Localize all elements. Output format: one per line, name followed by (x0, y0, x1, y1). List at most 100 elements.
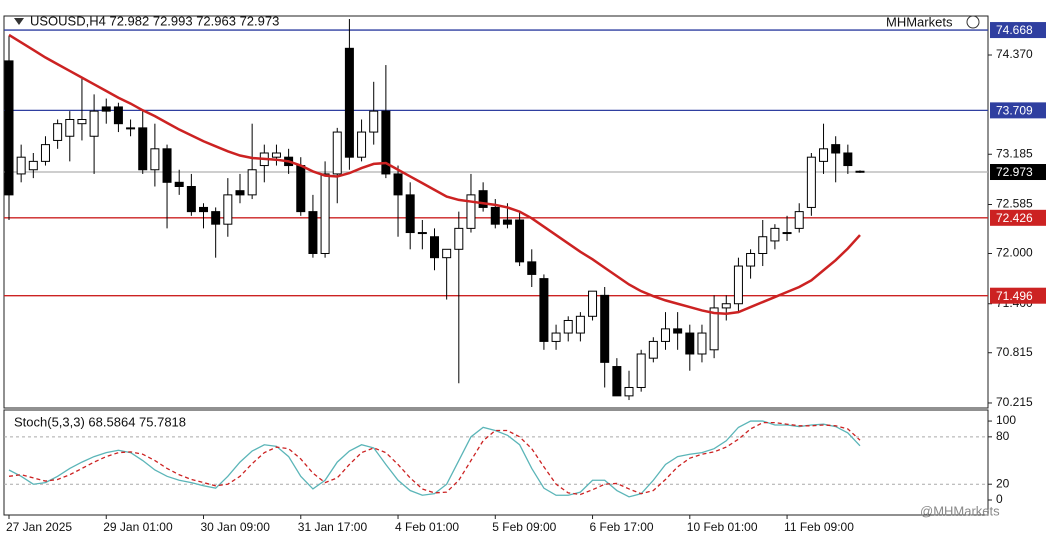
level-label: 73.709 (996, 104, 1033, 118)
y-tick-label: 100 (996, 413, 1016, 427)
candle-body (733, 265, 743, 305)
x-tick-label: 29 Jan 01:00 (103, 520, 173, 534)
candle-body (296, 165, 306, 213)
y-tick-label: 20 (996, 476, 1010, 490)
moving-average (8, 33, 861, 316)
candle-body (660, 328, 670, 342)
candle-body (612, 366, 622, 397)
candle-body (685, 332, 695, 355)
candle-body (308, 211, 318, 254)
candle-body (113, 106, 123, 125)
x-tick-label: 10 Feb 01:00 (687, 520, 758, 534)
candle-body (673, 328, 683, 334)
candle-body (150, 148, 160, 171)
candle-body (77, 118, 87, 125)
chart-title: USOUSD,H4 72.982 72.993 72.963 72.973 (30, 13, 279, 28)
logo: MHMarkets (886, 14, 953, 29)
y-tick-label: 80 (996, 429, 1010, 443)
candle-body (186, 185, 196, 213)
candle-body (758, 236, 768, 254)
x-tick-label: 30 Jan 09:00 (201, 520, 271, 534)
main-panel (3, 15, 989, 409)
y-tick-label: 72.000 (996, 246, 1033, 260)
candle-body (417, 232, 427, 235)
candle-body (648, 340, 658, 359)
level-label: 74.668 (996, 23, 1033, 37)
candle-body (381, 110, 391, 175)
candle-body (843, 152, 853, 167)
candle-body (442, 248, 452, 259)
candle-body (539, 278, 549, 342)
candle-body (40, 144, 50, 162)
candle-body (28, 160, 38, 171)
candle-body (53, 123, 63, 141)
x-tick-label: 27 Jan 2025 (6, 520, 72, 534)
candle-body (393, 173, 403, 196)
candle-body (855, 170, 865, 173)
level-label: 71.496 (996, 289, 1033, 303)
candle-body (551, 332, 561, 342)
candle-body (782, 232, 792, 235)
candle-body (235, 190, 245, 196)
x-tick-label: 11 Feb 09:00 (784, 520, 854, 534)
y-tick-label: 70.215 (996, 395, 1033, 409)
level-label: 72.426 (996, 211, 1033, 225)
candle-body (223, 194, 233, 225)
candle-body (746, 252, 756, 267)
x-tick-label: 6 Feb 17:00 (590, 520, 654, 534)
candle-body (126, 127, 136, 130)
level-label: 72.973 (996, 165, 1033, 179)
y-tick-label: 0 (996, 492, 1003, 506)
y-tick-label: 74.370 (996, 47, 1033, 61)
candle-body (575, 315, 585, 334)
level-label-box (990, 209, 1046, 226)
logo-icon (966, 15, 980, 29)
candle-body (770, 227, 780, 242)
candle-body (357, 131, 367, 158)
candle-body (247, 169, 257, 196)
watermark: @MHMarkets (920, 503, 1000, 518)
candle-body (709, 307, 719, 351)
candle-body (65, 118, 75, 137)
candle-body (16, 156, 26, 175)
candle-body (527, 261, 537, 275)
candle-body (697, 332, 707, 355)
candle-body (588, 290, 598, 317)
candle-body (162, 148, 172, 183)
candle-body (563, 319, 573, 334)
candle-body (89, 110, 99, 137)
candle-body (332, 131, 342, 175)
x-tick-label: 4 Feb 01:00 (395, 520, 459, 534)
candle-body (211, 211, 221, 225)
stoch-line (8, 420, 861, 498)
candle-body (174, 181, 184, 187)
y-tick-label: 70.815 (996, 345, 1033, 359)
candle-body (831, 144, 841, 154)
candle-body (466, 194, 476, 229)
x-tick-label: 31 Jan 17:00 (298, 520, 368, 534)
candle-body (624, 386, 634, 397)
stoch-title: Stoch(5,3,3) 68.5864 75.7818 (14, 414, 186, 429)
candle-body (101, 106, 111, 112)
candle-body (819, 148, 829, 162)
candle-body (199, 206, 209, 213)
stoch-panel (3, 409, 989, 516)
level-label-box (990, 22, 1046, 39)
title-icon (14, 18, 24, 25)
candle-body (454, 227, 464, 250)
y-tick-label: 73.185 (996, 146, 1033, 160)
candle-body (515, 219, 525, 263)
candle-body (430, 236, 439, 259)
candle-body (490, 206, 500, 225)
candle-body (344, 47, 354, 158)
candle-body (478, 190, 488, 208)
candle-body (806, 156, 816, 208)
level-label-box (990, 164, 1046, 181)
candle-body (271, 152, 281, 158)
stoch-line (8, 421, 861, 496)
candle-body (600, 294, 610, 363)
y-tick-label: 72.585 (996, 197, 1033, 211)
candle-body (636, 353, 646, 388)
candle-body (4, 60, 14, 196)
